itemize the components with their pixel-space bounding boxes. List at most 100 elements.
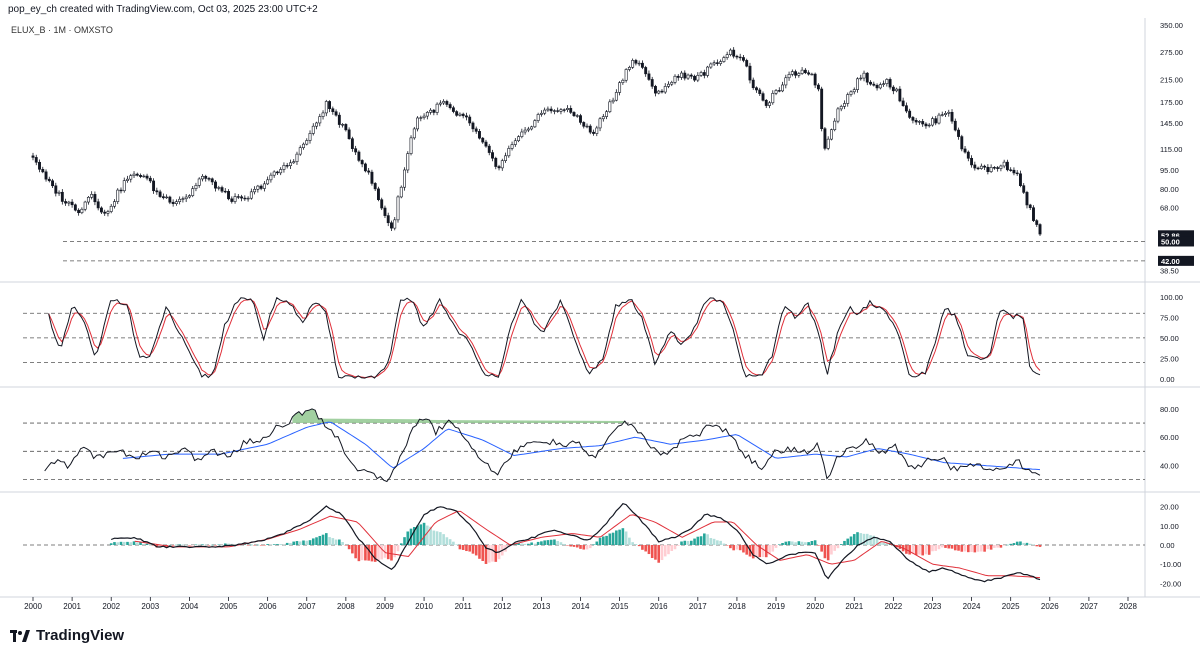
macd-histogram-bar	[527, 543, 530, 545]
price-candle	[572, 112, 576, 116]
y-tick-label: 275.00	[1160, 48, 1183, 57]
rsi-overbought-fill	[292, 408, 625, 424]
macd-histogram-bar	[804, 542, 807, 545]
macd-histogram-bar	[380, 545, 384, 560]
price-candle	[396, 196, 400, 221]
price-candle	[119, 189, 123, 192]
price-candle	[999, 165, 1003, 169]
macd-histogram-bar	[839, 544, 843, 545]
macd-histogram-bar	[445, 537, 449, 545]
macd-histogram-bar	[422, 522, 426, 545]
price-candle	[735, 55, 739, 58]
price-candle	[181, 198, 185, 200]
macd-histogram-bar	[520, 543, 524, 545]
macd-histogram-bar	[220, 544, 224, 546]
macd-histogram-bar	[491, 545, 494, 562]
price-candle	[334, 111, 338, 116]
price-candle	[445, 101, 449, 105]
price-candle	[878, 84, 882, 89]
macd-histogram-bar	[318, 535, 322, 545]
price-candle	[588, 125, 592, 133]
price-candle	[438, 102, 442, 105]
macd-histogram-bar	[575, 545, 579, 548]
price-candle	[966, 151, 970, 159]
price-candle	[363, 163, 367, 172]
macd-histogram-bar	[582, 545, 586, 550]
macd-histogram-bar	[826, 545, 830, 561]
price-candle	[1019, 173, 1022, 186]
price-candle	[1022, 185, 1026, 193]
price-candle	[768, 102, 771, 106]
price-candle	[601, 116, 605, 120]
price-candle	[41, 168, 45, 173]
price-candle	[292, 161, 296, 164]
macd-histogram-bar	[846, 538, 850, 545]
macd-histogram-bar	[416, 525, 419, 545]
price-candle	[614, 92, 618, 101]
macd-histogram-bar	[592, 544, 595, 545]
price-candle	[751, 79, 755, 89]
price-candle	[706, 66, 710, 76]
macd-histogram-bar	[696, 536, 700, 545]
macd-histogram-bar	[292, 541, 296, 545]
price-candle	[435, 103, 439, 113]
macd-histogram-bar	[474, 545, 478, 556]
macd-histogram-bar	[660, 545, 664, 561]
macd-histogram-bar	[953, 545, 957, 551]
macd-histogram-bar	[615, 530, 618, 545]
macd-histogram-bar	[931, 545, 934, 552]
price-candle	[539, 112, 543, 115]
price-candle	[702, 72, 706, 76]
price-candle	[924, 123, 928, 127]
tradingview-brand: TradingView	[10, 627, 124, 644]
macd-histogram-bar	[432, 530, 436, 545]
macd-histogram-bar	[481, 545, 485, 561]
x-tick-label: 2012	[493, 602, 511, 611]
price-candle	[989, 167, 993, 172]
price-candle	[657, 90, 661, 94]
macd-histogram-bar	[637, 545, 641, 547]
macd-histogram-bar	[556, 540, 559, 545]
macd-histogram-bar	[768, 545, 771, 555]
macd-histogram-bar	[1009, 543, 1012, 545]
macd-histogram-bar	[1032, 544, 1035, 545]
price-candle	[911, 117, 915, 121]
macd-histogram-bar	[735, 545, 739, 550]
price-candle	[996, 167, 1000, 169]
macd-histogram-bar	[976, 545, 980, 552]
macd-histogram-bar	[830, 545, 833, 555]
macd-histogram-bar	[347, 545, 351, 550]
price-candle	[249, 191, 253, 199]
price-candle	[973, 164, 977, 169]
price-candle	[390, 222, 393, 229]
price-candle	[468, 116, 472, 124]
price-candle	[161, 196, 165, 199]
macd-histogram-bar	[993, 545, 996, 548]
y-tick-label: 75.00	[1160, 313, 1179, 322]
price-candle	[683, 72, 687, 79]
price-candle	[742, 57, 745, 61]
macd-histogram-bar	[543, 540, 546, 545]
macd-histogram-bar	[924, 545, 928, 555]
macd-histogram-bar	[149, 544, 152, 546]
price-candle	[686, 74, 690, 79]
macd-histogram-bar	[181, 544, 185, 545]
price-candle	[165, 196, 169, 199]
price-candle	[455, 111, 459, 116]
price-candle	[155, 190, 159, 193]
stoch-k-line	[48, 296, 1041, 379]
macd-histogram-bar	[204, 544, 208, 546]
macd-histogram-bar	[595, 541, 599, 545]
price-candle	[269, 174, 273, 181]
tradingview-logo-icon	[10, 629, 30, 642]
price-candle	[331, 108, 335, 113]
macd-histogram-bar	[927, 545, 931, 555]
price-candle	[556, 110, 560, 112]
price-candle	[442, 101, 446, 104]
macd-histogram-bar	[657, 545, 661, 563]
macd-histogram-bar	[784, 541, 788, 545]
macd-histogram-bar	[533, 543, 537, 545]
price-candle	[934, 118, 938, 124]
price-candle	[552, 110, 556, 112]
